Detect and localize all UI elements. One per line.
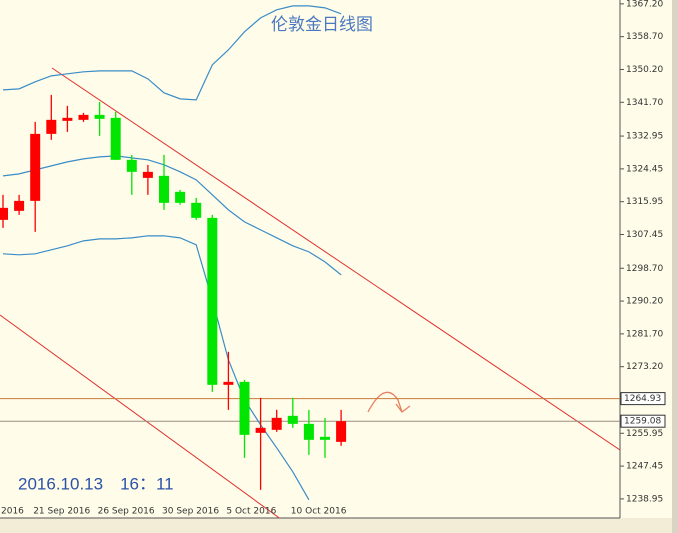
chart-title: 伦敦金日线图 xyxy=(271,15,373,35)
candle-body xyxy=(175,191,186,203)
x-tick-label: 30 Sep 2016 xyxy=(162,507,219,517)
candle-body xyxy=(255,427,266,433)
candle-body xyxy=(336,421,347,442)
candle-body xyxy=(30,133,41,201)
candle-body xyxy=(223,381,234,385)
y-tick-label: 1298.70 xyxy=(626,264,663,274)
y-tick-label: 1367.20 xyxy=(626,0,663,9)
arrow xyxy=(367,391,411,413)
candle-body xyxy=(271,417,282,430)
candle-body xyxy=(46,119,57,134)
y-tick-label: 1273.20 xyxy=(626,362,663,372)
x-tick-label: 26 Sep 2016 xyxy=(98,507,155,517)
footer-strip xyxy=(0,518,672,533)
band-line xyxy=(2,5,342,101)
y-tick-label: 1324.45 xyxy=(626,164,663,174)
x-tick-label: 10 Oct 2016 xyxy=(291,507,347,517)
y-tick-label: 1315.95 xyxy=(626,197,663,207)
y-tick-label: 1332.95 xyxy=(626,132,663,142)
candle-body xyxy=(239,381,250,435)
price-label: 1264.93 xyxy=(624,394,661,404)
candle-body xyxy=(159,175,169,203)
x-tick-label: 21 Sep 2016 xyxy=(33,507,90,517)
trend-line xyxy=(0,314,281,518)
trend-line xyxy=(51,67,620,451)
candle-body xyxy=(14,200,25,211)
price-label-box xyxy=(620,392,666,406)
candle-body xyxy=(191,202,202,218)
y-tick-label: 1281.70 xyxy=(626,329,663,339)
y-tick-label: 1358.70 xyxy=(626,32,663,42)
y-tick-label: 1255.95 xyxy=(626,429,663,439)
band-line xyxy=(2,155,342,276)
band-line xyxy=(2,235,310,501)
y-tick-label: 1247.45 xyxy=(626,462,663,472)
candle-body xyxy=(62,117,73,121)
candle-body xyxy=(207,217,218,385)
y-tick-label: 1290.20 xyxy=(626,297,663,307)
candle-body xyxy=(126,159,137,172)
x-tick-label: 5 Oct 2016 xyxy=(226,507,276,517)
candle-body xyxy=(94,114,105,119)
price-label-box xyxy=(620,414,666,428)
y-tick-label: 1341.70 xyxy=(626,98,663,108)
candle-body xyxy=(320,436,330,440)
plot xyxy=(0,5,620,501)
price-label: 1259.08 xyxy=(624,417,661,427)
annotations xyxy=(0,67,620,518)
timestamp: 2016.10.13 16：11 xyxy=(18,474,174,493)
candle-body xyxy=(110,117,121,160)
candle-body xyxy=(0,207,8,220)
y-tick-label: 1350.20 xyxy=(626,65,663,75)
y-tick-label: 1307.45 xyxy=(626,230,663,240)
candle-body xyxy=(303,423,314,440)
scrollbar xyxy=(672,0,678,533)
candle-body xyxy=(78,114,89,120)
candle-body xyxy=(287,415,298,424)
candle-body xyxy=(142,171,153,178)
y-tick-label: 1238.95 xyxy=(626,494,663,504)
x-tick-label: 2016 xyxy=(1,507,24,517)
